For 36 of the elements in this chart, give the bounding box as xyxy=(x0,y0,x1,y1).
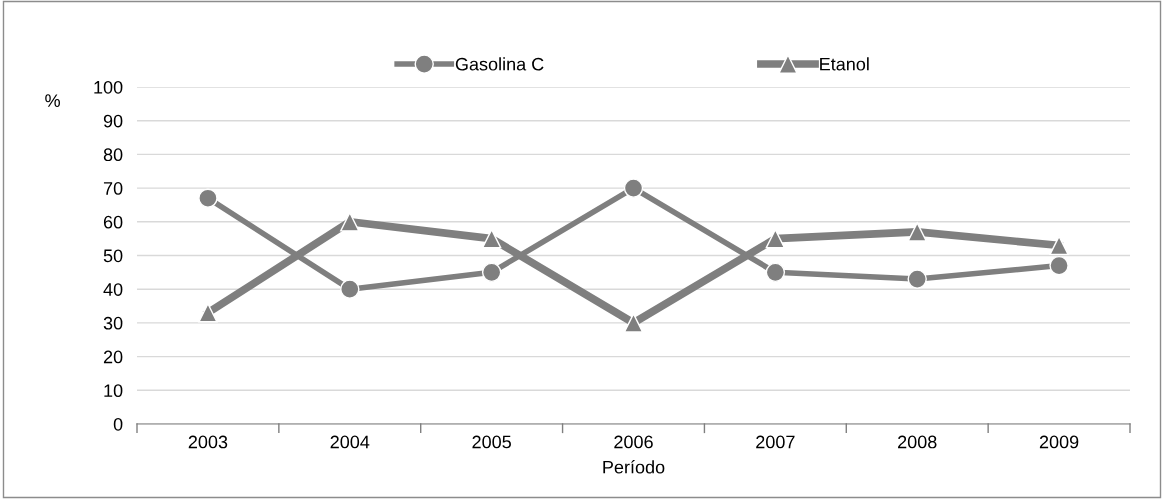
point xyxy=(481,262,502,283)
y-axis-title: % xyxy=(45,94,60,107)
y-tick-label: 20 xyxy=(103,350,123,364)
point xyxy=(481,228,502,249)
point xyxy=(1049,235,1069,256)
point xyxy=(907,269,927,289)
x-tick-label: 2006 xyxy=(614,435,653,449)
point xyxy=(623,178,644,198)
point xyxy=(907,222,927,242)
y-tick-label: 100 xyxy=(94,80,123,94)
point xyxy=(198,188,218,208)
point xyxy=(198,303,218,323)
legend-label: Etanol xyxy=(820,57,869,71)
point xyxy=(340,212,360,232)
point xyxy=(340,279,360,299)
y-tick-label: 80 xyxy=(103,148,123,162)
point xyxy=(765,262,786,283)
point xyxy=(623,313,644,333)
y-tick-label: 60 xyxy=(103,215,123,229)
x-tick-label: 2004 xyxy=(330,435,370,449)
x-tick-label: 2009 xyxy=(1039,435,1079,449)
y-tick-label: 50 xyxy=(103,249,123,263)
point xyxy=(765,228,786,249)
y-tick-label: 70 xyxy=(103,182,123,195)
legend-label: Gasolina C xyxy=(455,57,544,71)
x-tick-label: 2007 xyxy=(756,435,795,449)
y-tick-label: 30 xyxy=(103,316,123,330)
x-tick-label: 2005 xyxy=(472,435,511,449)
x-tick-label: 2008 xyxy=(898,435,937,449)
point xyxy=(1049,255,1069,276)
x-axis-title: Período xyxy=(603,460,665,474)
y-tick-label: 10 xyxy=(104,384,123,398)
y-tick-label: 90 xyxy=(103,114,123,128)
x-tick-label: 2003 xyxy=(188,435,228,449)
y-tick-label: 0 xyxy=(113,417,123,431)
y-tick-label: 40 xyxy=(103,283,123,296)
